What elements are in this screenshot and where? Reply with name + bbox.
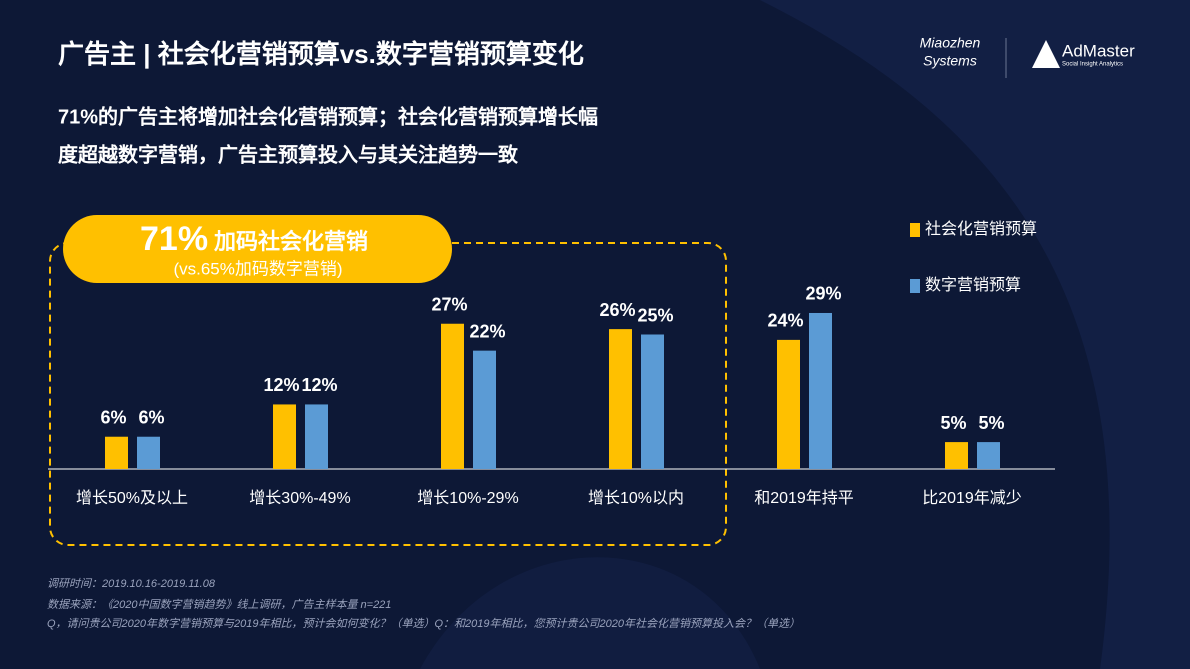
bg-shape [760, 0, 1190, 669]
value-label: 5% [978, 413, 1004, 433]
logo-text: AdMaster [1062, 41, 1135, 60]
title: 广告主 | 社会化营销预算vs.数字营销预算变化 [58, 39, 584, 69]
value-label: 12% [263, 375, 299, 395]
bar [273, 404, 296, 469]
bar [137, 436, 160, 469]
bar [945, 442, 968, 469]
value-label: 29% [805, 284, 841, 304]
footnote: 数据来源：《2020中国数字营销趋势》线上调研，广告主样本量 n=221 [47, 598, 391, 611]
legend-swatch [910, 223, 920, 237]
legend-label: 数字营销预算 [925, 275, 1021, 294]
value-label: 27% [431, 294, 467, 314]
bar [105, 436, 128, 469]
logo-text: Systems [923, 53, 977, 69]
callout-pill [63, 215, 452, 283]
x-tick-label: 比2019年减少 [922, 489, 1022, 507]
x-tick-label: 增长10%以内 [588, 489, 684, 507]
value-label: 5% [940, 413, 966, 433]
value-label: 6% [100, 407, 126, 427]
x-tick-label: 和2019年持平 [754, 489, 854, 507]
subtitle: 71%的广告主将增加社会化营销预算；社会化营销预算增长幅 [58, 104, 598, 128]
callout-note: (vs.65%加码数字营销) [173, 259, 342, 278]
callout-text: 加码社会化营销 [213, 229, 368, 254]
legend-label: 社会化营销预算 [925, 219, 1037, 238]
logo-text: Miaozhen [920, 35, 981, 51]
x-tick-label: 增长30%-49% [249, 489, 350, 507]
subtitle: 度超越数字营销，广告主预算投入与其关注趋势一致 [58, 142, 519, 166]
logo-tagline: Social Insight Analytics [1062, 62, 1123, 68]
value-label: 24% [767, 311, 803, 331]
bg-shape [420, 557, 760, 669]
x-tick-label: 增长10%-29% [417, 489, 518, 507]
bar [977, 442, 1000, 469]
logo-icon [1032, 40, 1060, 68]
footnote: Q，请问贵公司2020年数字营销预算与2019年相比，预计会如何变化？（单选）Q… [47, 617, 800, 630]
bar [305, 404, 328, 469]
bar [777, 339, 800, 469]
value-label: 26% [599, 300, 635, 320]
x-tick-label: 增长50%及以上 [76, 489, 188, 507]
value-label: 12% [301, 375, 337, 395]
bar [441, 323, 464, 469]
bar [641, 334, 664, 469]
value-label: 6% [138, 407, 164, 427]
value-label: 25% [637, 305, 673, 325]
footnote: 调研时间：2019.10.16-2019.11.08 [47, 577, 216, 590]
value-label: 22% [469, 321, 505, 341]
bar [609, 329, 632, 469]
legend-swatch [910, 279, 920, 293]
bar [473, 350, 496, 469]
callout-headline: 71% [140, 220, 208, 258]
bar [809, 312, 832, 469]
